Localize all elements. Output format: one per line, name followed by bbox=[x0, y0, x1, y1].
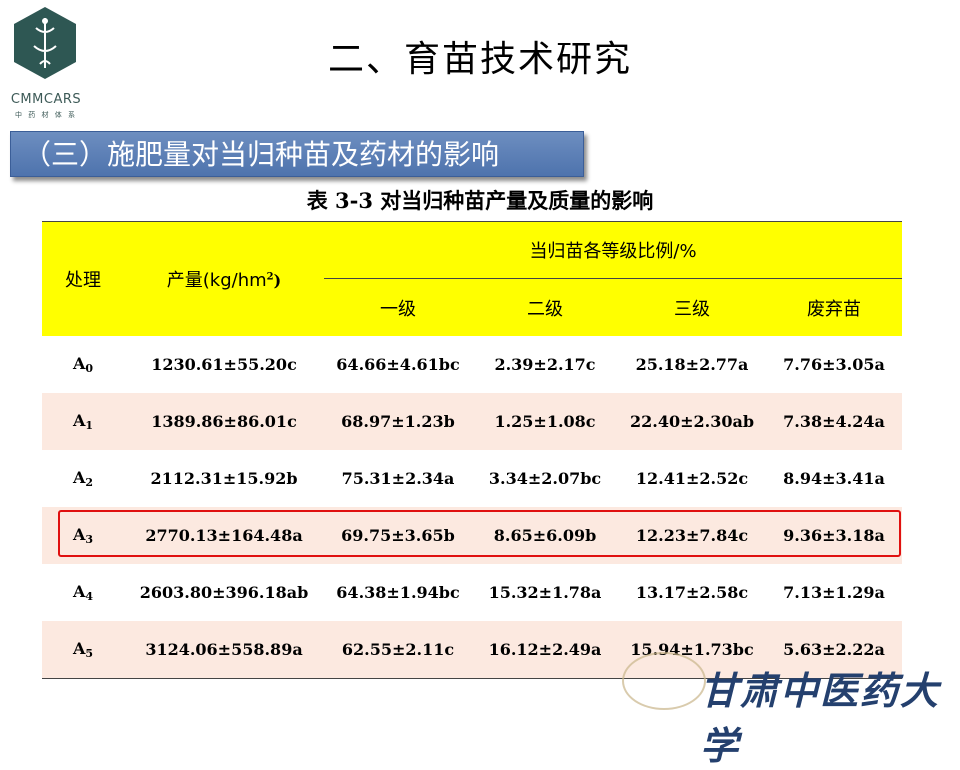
logo-emblem-icon bbox=[14, 7, 76, 79]
header-treatment: 处理 bbox=[42, 221, 124, 336]
highlight-box bbox=[58, 510, 901, 557]
header-grade-group: 当归苗各等级比例/% bbox=[324, 221, 903, 279]
table-row: A5 3124.06±558.89a 62.55±2.11c 16.12±2.4… bbox=[42, 621, 903, 679]
table-row-highlighted: A3 2770.13±164.48a 69.75±3.65b 8.65±6.09… bbox=[42, 507, 903, 564]
grade1-cell: 62.55±2.11c bbox=[324, 621, 472, 679]
yield-cell: 2112.31±15.92b bbox=[150, 469, 298, 488]
grade2-cell: 1.25±1.08c bbox=[472, 393, 618, 450]
university-logo: 甘肃中医药大学 bbox=[622, 642, 952, 768]
cmmcars-logo: CMMCARS 中 药 材 体 系 bbox=[6, 6, 84, 119]
page-title: 二、育苗技术研究 bbox=[327, 39, 632, 80]
grade1-cell: 75.31±2.34a bbox=[341, 469, 455, 488]
logo-text: CMMCARS bbox=[10, 92, 82, 107]
university-seal-icon bbox=[622, 652, 706, 710]
waste-cell: 8.94±3.41a bbox=[783, 469, 885, 488]
header-grade-1: 一级 bbox=[324, 278, 472, 336]
table-row: A0 1230.61±55.20c 64.66±4.61bc 2.39±2.17… bbox=[42, 336, 902, 393]
grade3-cell: 12.41±2.52c bbox=[635, 469, 749, 488]
section-title: （三）施肥量对当归种苗及药材的影响 bbox=[10, 131, 584, 177]
grade2-cell: 15.32±1.78a bbox=[488, 583, 602, 602]
yield-cell: 1230.61±55.20c bbox=[151, 355, 297, 374]
treatment-cell: A0 bbox=[72, 354, 94, 375]
grade2-cell: 2.39±2.17c bbox=[494, 355, 596, 374]
treatment-cell: A3 bbox=[42, 507, 124, 564]
waste-cell: 7.13±1.29a bbox=[783, 583, 885, 602]
grade3-cell: 25.18±2.77a bbox=[635, 355, 749, 374]
treatment-cell: A5 bbox=[42, 621, 124, 679]
grade2-cell: 8.65±6.09b bbox=[472, 507, 618, 564]
header-yield: 产量(kg/hm2) bbox=[124, 221, 324, 336]
table-row: A1 1389.86±86.01c 68.97±1.23b 1.25±1.08c… bbox=[42, 393, 903, 450]
yield-cell: 2770.13±164.48a bbox=[124, 507, 324, 564]
header-grade-2: 二级 bbox=[472, 278, 618, 336]
treatment-cell: A1 bbox=[42, 393, 124, 450]
yield-cell: 1389.86±86.01c bbox=[124, 393, 324, 450]
grade1-cell: 69.75±3.65b bbox=[324, 507, 472, 564]
grade2-cell: 16.12±2.49a bbox=[472, 621, 618, 679]
university-name: 甘肃中医药大学 bbox=[700, 668, 941, 768]
waste-cell: 5.63±2.22a bbox=[766, 621, 903, 679]
yield-cell: 2603.80±396.18ab bbox=[139, 583, 309, 602]
data-table: 处理 产量(kg/hm2) 当归苗各等级比例/% 一级 二级 三级 废弃苗 A0… bbox=[42, 221, 903, 679]
grade1-cell: 68.97±1.23b bbox=[324, 393, 472, 450]
treatment-cell: A2 bbox=[72, 468, 94, 489]
grade3-cell: 12.23±7.84c bbox=[618, 507, 766, 564]
grade1-cell: 64.66±4.61bc bbox=[336, 355, 460, 374]
grade3-cell: 13.17±2.58c bbox=[635, 583, 749, 602]
treatment-cell: A4 bbox=[72, 582, 94, 603]
table-row: A4 2603.80±396.18ab 64.38±1.94bc 15.32±1… bbox=[42, 564, 902, 621]
table-row: A2 2112.31±15.92b 75.31±2.34a 3.34±2.07b… bbox=[42, 450, 902, 507]
grade1-cell: 64.38±1.94bc bbox=[336, 583, 460, 602]
waste-cell: 7.38±4.24a bbox=[766, 393, 903, 450]
waste-cell: 9.36±3.18a bbox=[766, 507, 903, 564]
grade3-cell: 22.40±2.30ab bbox=[618, 393, 766, 450]
yield-cell: 3124.06±558.89a bbox=[124, 621, 324, 679]
grade2-cell: 3.34±2.07bc bbox=[488, 469, 602, 488]
logo-subtext: 中 药 材 体 系 bbox=[15, 111, 77, 119]
table-caption: 表 3-3 对当归种苗产量及质量的影响 bbox=[306, 188, 654, 213]
header-grade-waste: 废弃苗 bbox=[766, 278, 903, 336]
waste-cell: 7.76±3.05a bbox=[783, 355, 885, 374]
header-grade-3: 三级 bbox=[618, 278, 766, 336]
